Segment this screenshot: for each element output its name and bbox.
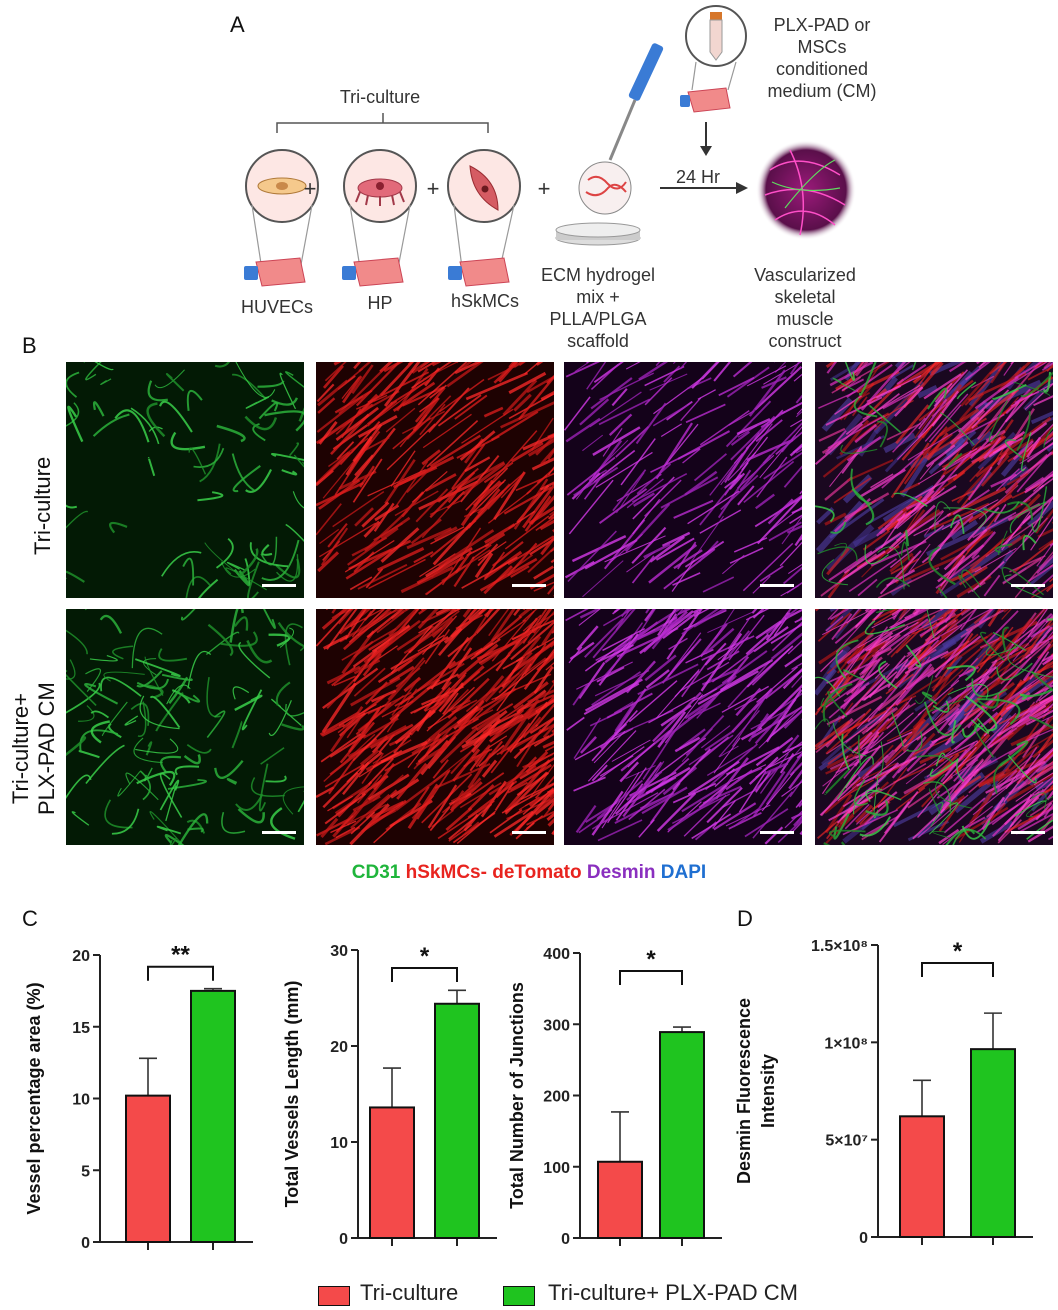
y-tick-label: 100 — [543, 1160, 570, 1177]
significance-bracket — [147, 965, 214, 981]
scale-bar — [760, 584, 794, 587]
y-tick-label: 20 — [330, 1039, 348, 1056]
significance-bracket — [921, 962, 994, 977]
significance-bracket — [391, 967, 458, 982]
scale-bar — [760, 831, 794, 834]
bar-triculture — [597, 1160, 643, 1239]
y-tick-label: 400 — [543, 946, 570, 963]
stain-cd31: CD31 — [351, 862, 401, 883]
panel-letter-b: B — [22, 333, 37, 358]
bar-plx — [659, 1031, 705, 1240]
y-axis-label: Total Vessels Length (mm) — [282, 981, 302, 1208]
cm-label: PLX-PAD or MSCs conditioned medium (CM) — [767, 15, 877, 101]
y-tick-label: 0 — [81, 1235, 90, 1252]
cm-tube-icon — [680, 5, 747, 113]
bar-triculture — [899, 1115, 945, 1238]
significance-marker: * — [420, 943, 430, 970]
hskmc-cell-icon — [447, 149, 521, 223]
construct-label: Vascularized skeletal muscle construct — [754, 265, 856, 351]
plus-sign: + — [303, 176, 317, 201]
bar-triculture — [369, 1106, 415, 1239]
bar-plx — [970, 1048, 1016, 1238]
panel-letter-a: A — [230, 12, 245, 37]
stain-dapi: DAPI — [655, 862, 707, 883]
y-tick-label: 20 — [72, 948, 90, 965]
panel-letter-d: D — [737, 906, 753, 931]
y-tick-label: 1.5×10⁸ — [811, 938, 868, 955]
micrograph-green-row2 — [66, 609, 304, 845]
y-axis-label: Desmin Fluorescence Intensity — [734, 998, 778, 1184]
scale-bar — [262, 831, 296, 834]
flask-icon — [448, 257, 510, 287]
scale-bar — [262, 584, 296, 587]
schematic-drawing — [244, 5, 856, 287]
hp-cell-icon — [343, 149, 417, 223]
y-axis-label: Total Number of Junctions — [507, 982, 527, 1209]
significance-bracket — [619, 970, 683, 985]
scale-bar — [512, 584, 546, 587]
bar-plx — [434, 1002, 480, 1240]
micrograph-red-row2 — [316, 609, 554, 845]
y-tick-label: 0 — [859, 1230, 868, 1247]
micrograph-magenta-row1 — [564, 362, 802, 598]
hydrogel-icon — [578, 161, 632, 215]
cell-label-hskmcs: hSkMCs — [450, 291, 519, 311]
y-tick-label: 200 — [543, 1089, 570, 1106]
time-label: 24 Hr — [675, 167, 720, 187]
legend-swatch-plx — [503, 1286, 535, 1306]
bar-plx — [190, 989, 236, 1243]
scale-bar — [1011, 831, 1045, 834]
y-tick-label: 0 — [339, 1231, 348, 1248]
panel-letter-c: C — [22, 906, 38, 931]
y-tick-label: 1×10⁸ — [824, 1035, 868, 1052]
cell-label-hp: HP — [367, 293, 393, 313]
y-tick-label: 5×10⁷ — [825, 1133, 868, 1150]
legend-label-triculture: Tri-culture — [360, 1280, 459, 1305]
flask-icon — [342, 257, 404, 287]
significance-marker: * — [646, 946, 656, 973]
scale-bar — [512, 831, 546, 834]
y-tick-label: 10 — [72, 1092, 90, 1109]
stain-legend: CD31 hSkMCs- deTomato Desmin DAPI — [0, 862, 1058, 884]
legend-label-plx: Tri-culture+ PLX-PAD CM — [548, 1280, 798, 1305]
triculture-label: Tri-culture — [339, 87, 421, 107]
scale-bar — [1011, 584, 1045, 587]
y-tick-label: 0 — [561, 1231, 570, 1248]
pipette-icon — [608, 43, 664, 161]
plus-sign: + — [426, 176, 440, 201]
y-tick-label: 300 — [543, 1017, 570, 1034]
bar-triculture — [125, 1094, 171, 1243]
significance-marker: ** — [171, 942, 190, 969]
micrograph-merge-row2 — [815, 609, 1053, 845]
significance-marker: * — [953, 938, 963, 965]
plus-sign: + — [537, 176, 551, 201]
micrograph-red-row1 — [316, 362, 554, 598]
huvec-cell-icon — [245, 149, 319, 223]
micrograph-green-row1 — [66, 362, 304, 598]
micrograph-merge-row1 — [815, 362, 1053, 598]
y-tick-label: 15 — [72, 1020, 90, 1037]
y-axis-label: Vessel percentage area (%) — [24, 982, 44, 1214]
stain-hskmcs: hSkMCs- deTomato — [400, 862, 582, 883]
stain-desmin: Desmin — [581, 862, 656, 883]
legend-swatch-triculture — [318, 1286, 350, 1306]
scaffold-icon — [555, 222, 641, 246]
y-tick-label: 10 — [330, 1135, 348, 1152]
y-tick-label: 30 — [330, 943, 348, 960]
cell-label-huvecs: HUVECs — [240, 297, 313, 317]
y-tick-label: 5 — [81, 1163, 90, 1180]
construct-icon — [756, 140, 856, 240]
flask-icon — [244, 257, 306, 287]
micrograph-magenta-row2 — [564, 609, 802, 845]
group-legend: Tri-culture Tri-culture+ PLX-PAD CM — [0, 1280, 1058, 1310]
ecm-label: ECM hydrogel mix + PLLA/PLGA scaffold — [540, 265, 656, 351]
